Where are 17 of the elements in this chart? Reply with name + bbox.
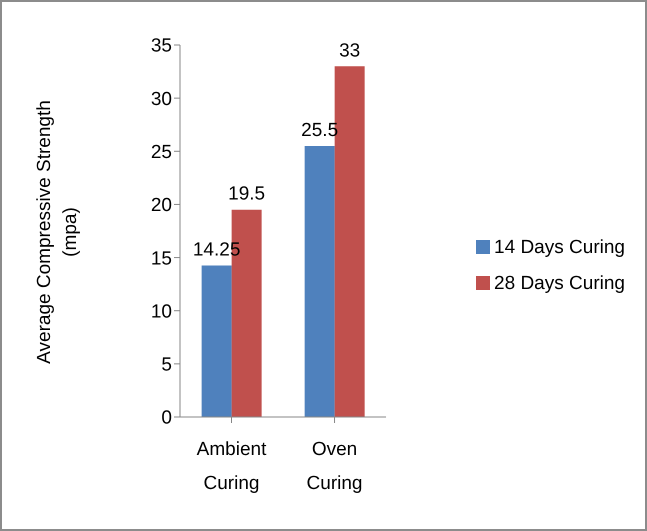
y-tick-label: 35 [150, 36, 172, 57]
bar [202, 266, 232, 417]
x-tick-label: Ambient Curing [196, 439, 268, 494]
y-tick-label: 5 [161, 354, 172, 376]
y-tick-label: 15 [150, 248, 172, 270]
y-tick-label: 25 [150, 142, 172, 164]
y-tick-label: 30 [150, 88, 172, 110]
bar [304, 146, 335, 417]
data-label: 33 [339, 40, 360, 62]
y-axis-title: Average Compressive Strength (mpa) [34, 100, 81, 364]
y-tick-label: 0 [161, 408, 172, 429]
y-tick-label: 10 [150, 301, 172, 322]
x-tick-label: Oven Curing [306, 439, 363, 494]
y-tick-label: 20 [150, 195, 172, 216]
data-label: 19.5 [228, 184, 266, 205]
legend-label: 14 Days Curing [494, 236, 625, 258]
legend-label: 28 Days Curing [494, 272, 625, 294]
